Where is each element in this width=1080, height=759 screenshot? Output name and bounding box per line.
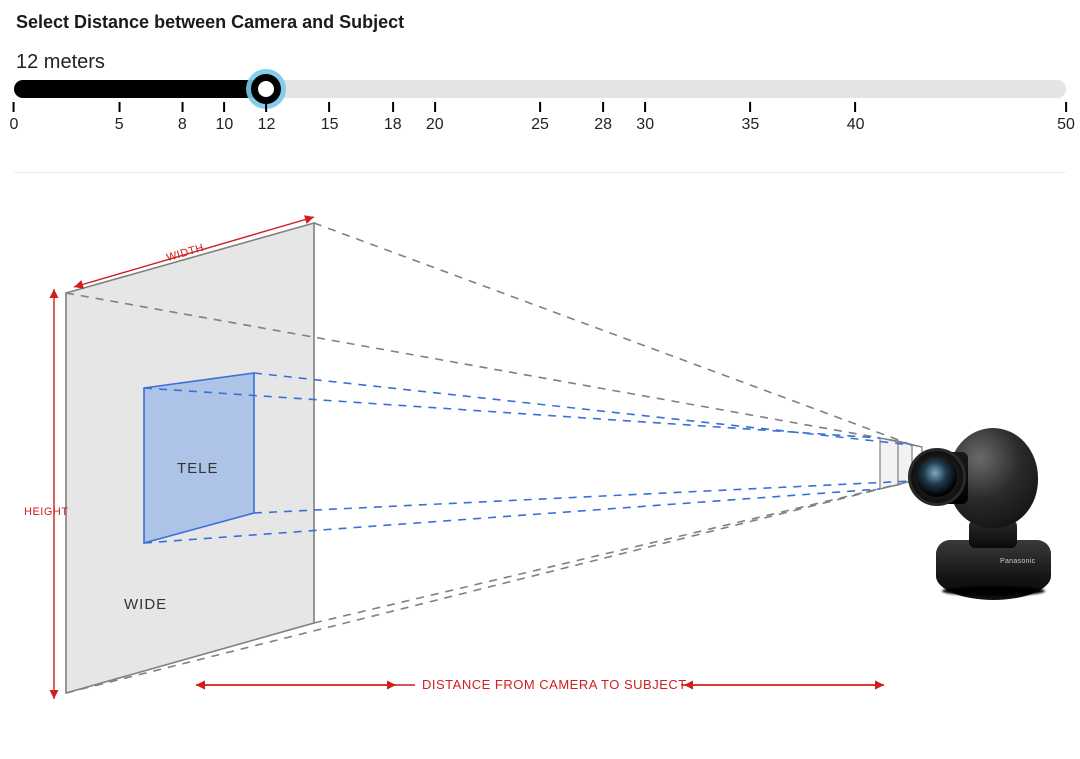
slider-tick: 28 [594,102,612,134]
tele-label: TELE [177,460,219,477]
slider-tick: 18 [384,102,402,134]
slider-tick: 5 [115,102,124,134]
slider-ticks: 0581012151820252830354050 [14,102,1066,142]
height-axis-label: HEIGHT [24,506,69,518]
slider-heading: Select Distance between Camera and Subje… [16,12,1066,33]
diagram-svg [14,193,1066,713]
slider-tick: 15 [321,102,339,134]
fov-diagram: HEIGHT WIDTH DISTANCE FROM CAMERA TO SUB… [14,193,1066,713]
slider-track[interactable] [14,80,1066,98]
slider-tick: 12 [258,102,276,134]
slider-tick: 25 [531,102,549,134]
slider-value-readout: 12 meters [16,51,1066,74]
slider-fill [14,80,266,98]
camera-icon: Panasonic [926,428,1056,618]
slider-tick: 8 [178,102,187,134]
slider-tick: 20 [426,102,444,134]
section-divider [14,172,1066,173]
slider-tick: 35 [741,102,759,134]
slider-thumb[interactable] [251,74,281,104]
slider-tick: 50 [1057,102,1075,134]
slider-tick: 30 [636,102,654,134]
slider-tick: 10 [215,102,233,134]
distance-slider[interactable]: 0581012151820252830354050 [14,80,1066,142]
slider-tick: 0 [10,102,19,134]
distance-axis-label: DISTANCE FROM CAMERA TO SUBJECT [422,677,687,692]
wide-label: WIDE [124,596,167,613]
slider-tick: 40 [847,102,865,134]
